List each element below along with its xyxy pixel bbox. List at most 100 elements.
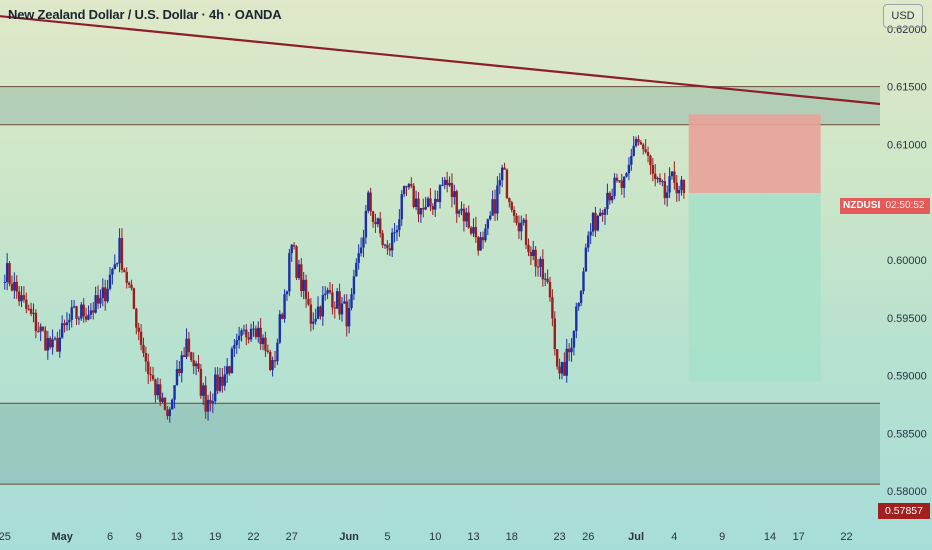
candle-body xyxy=(599,212,602,216)
candle-body xyxy=(434,198,437,210)
candle-body xyxy=(271,360,274,370)
candle-body xyxy=(151,375,155,380)
candle-body xyxy=(104,287,107,302)
candle-body xyxy=(202,385,205,396)
candle-body xyxy=(634,139,638,146)
candle-body xyxy=(639,142,643,145)
candle-body xyxy=(15,281,18,292)
candle-body xyxy=(139,331,143,345)
time-tick-label: 25 xyxy=(0,531,11,543)
time-tick-label: 13 xyxy=(467,531,479,543)
candle-body xyxy=(453,191,456,198)
candle-body xyxy=(118,238,121,264)
candle-body xyxy=(127,282,131,285)
candle-body xyxy=(646,151,650,156)
candle-body xyxy=(101,287,105,299)
candle-body xyxy=(111,269,114,275)
candle-body xyxy=(132,288,136,309)
candle-body xyxy=(503,167,506,170)
trendline-layer xyxy=(0,15,881,106)
candle-body xyxy=(572,330,576,348)
candle-body xyxy=(555,349,559,367)
candle-body xyxy=(72,306,76,308)
candle-body xyxy=(142,344,145,354)
candle-body xyxy=(393,232,396,234)
candle-body xyxy=(386,244,389,249)
candle-body xyxy=(553,318,556,350)
bottom-price-tag: 0.57857 xyxy=(878,503,930,519)
candle-body xyxy=(216,374,219,391)
candle-body xyxy=(156,384,160,396)
candle-body xyxy=(362,237,365,248)
candle-body xyxy=(53,338,57,340)
candle-body xyxy=(491,199,494,216)
candle-body xyxy=(615,177,619,181)
candle-body xyxy=(163,397,167,410)
price-axis: 0.62000 0.61500 0.61000 0.60000 0.59500 0.590… xyxy=(887,24,927,498)
candle-body xyxy=(431,206,435,210)
candle-body xyxy=(477,237,480,251)
candle-body xyxy=(379,218,382,234)
candle-body xyxy=(508,198,511,203)
candles-layer xyxy=(3,135,686,423)
candle-body xyxy=(618,180,621,182)
candle-body xyxy=(29,308,33,314)
candle-body xyxy=(347,308,351,327)
candle-body xyxy=(257,327,260,337)
candle-body xyxy=(532,249,535,257)
zones-layer xyxy=(0,86,880,485)
candle-body xyxy=(627,164,631,174)
candle-body xyxy=(173,385,176,400)
time-tick-label: 10 xyxy=(429,531,441,543)
candle-body xyxy=(237,335,241,341)
candle-body xyxy=(484,228,487,241)
candle-body xyxy=(381,233,384,245)
candle-body xyxy=(328,290,332,293)
candle-body xyxy=(582,271,585,291)
candle-body xyxy=(677,190,681,194)
candle-body xyxy=(206,399,210,412)
candle-body xyxy=(390,232,394,251)
candle-body xyxy=(252,328,255,330)
candle-body xyxy=(357,253,360,263)
time-tick-label: 6 xyxy=(107,531,113,543)
candle-body xyxy=(584,247,588,272)
candle-body xyxy=(309,304,313,324)
resistance-trendline xyxy=(0,15,881,106)
candle-body xyxy=(22,295,26,300)
candle-body xyxy=(159,384,162,402)
price-tick-label: 0.59500 xyxy=(887,313,927,325)
candle-body xyxy=(369,192,372,212)
candle-body xyxy=(240,330,243,336)
candle-body xyxy=(230,348,234,374)
candle-body xyxy=(613,177,616,196)
candle-body xyxy=(515,215,518,223)
time-tick-label: Jun xyxy=(339,531,359,543)
candle-body xyxy=(135,308,138,328)
candle-body xyxy=(25,299,28,309)
stop-loss-zone xyxy=(688,114,821,193)
candle-body xyxy=(649,155,652,166)
candle-body xyxy=(283,294,286,319)
candle-body xyxy=(175,369,179,386)
candle-body xyxy=(673,171,676,183)
candle-body xyxy=(307,298,310,305)
candle-body xyxy=(3,281,6,283)
candle-body xyxy=(405,186,408,188)
price-tick-label: 0.62000 xyxy=(887,24,927,36)
time-tick-label: 27 xyxy=(286,531,298,543)
candle-body xyxy=(254,328,258,337)
candle-body xyxy=(441,184,444,186)
time-tick-label: 18 xyxy=(506,531,518,543)
candle-body xyxy=(410,184,413,186)
candle-body xyxy=(80,304,83,319)
time-tick-label: 13 xyxy=(171,531,183,543)
candle-body xyxy=(259,327,262,345)
candle-body xyxy=(60,323,64,338)
candle-body xyxy=(178,369,181,373)
candle-body xyxy=(161,397,164,402)
time-tick-label: May xyxy=(51,531,73,543)
candle-body xyxy=(424,206,427,210)
currency-button[interactable]: USD xyxy=(883,4,923,28)
